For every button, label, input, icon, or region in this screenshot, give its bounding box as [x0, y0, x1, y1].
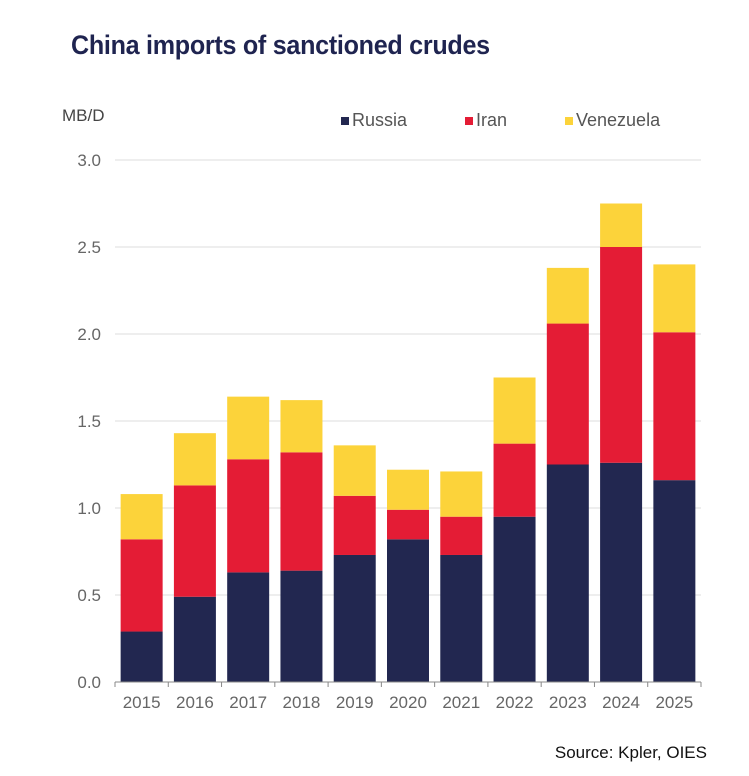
bar-russia-2017 [227, 572, 270, 682]
x-tick-label: 2025 [655, 693, 693, 712]
x-tick-label: 2024 [602, 693, 640, 712]
legend-label-russia: Russia [352, 110, 408, 130]
x-tick-label: 2016 [176, 693, 214, 712]
source-note: Source: Kpler, OIES [554, 743, 707, 762]
bar-iran-2023 [546, 323, 589, 465]
bar-iran-2016 [173, 485, 216, 597]
bar-russia-2024 [600, 462, 643, 682]
bar-iran-2022 [493, 443, 536, 517]
x-tick-label: 2015 [123, 693, 161, 712]
bar-russia-2023 [546, 464, 589, 682]
y-tick-label: 3.0 [77, 151, 101, 170]
x-tick-label: 2019 [336, 693, 374, 712]
y-tick-label: 0.5 [77, 586, 101, 605]
y-tick-label: 1.0 [77, 499, 101, 518]
bar-russia-2022 [493, 516, 536, 682]
bar-venezuela-2020 [387, 469, 429, 510]
bar-venezuela-2016 [173, 433, 216, 486]
legend-item-russia: Russia [341, 110, 407, 131]
bar-russia-2021 [440, 554, 483, 682]
legend-swatch-iran [465, 116, 473, 125]
bar-iran-2025 [653, 332, 696, 481]
bar-iran-2019 [333, 495, 376, 555]
bar-iran-2017 [227, 459, 270, 573]
bar-venezuela-2018 [280, 400, 323, 453]
legend-item-iran: Iran [465, 110, 507, 131]
bar-venezuela-2025 [653, 264, 696, 333]
legend-swatch-russia [341, 116, 349, 125]
bar-iran-2020 [387, 509, 429, 540]
x-tick-label: 2023 [549, 693, 587, 712]
bar-russia-2015 [120, 631, 163, 682]
y-tick-label: 1.5 [77, 412, 101, 431]
bar-venezuela-2023 [546, 267, 589, 324]
bar-venezuela-2019 [333, 445, 376, 496]
bar-venezuela-2022 [493, 377, 536, 444]
chart-title: China imports of sanctioned crudes [71, 30, 490, 60]
x-tick-label: 2020 [389, 693, 427, 712]
bar-venezuela-2017 [227, 396, 270, 460]
bar-venezuela-2024 [600, 203, 643, 247]
x-tick-label: 2022 [496, 693, 534, 712]
bar-russia-2020 [387, 539, 429, 682]
bar-iran-2021 [440, 516, 483, 555]
legend-swatch-venezuela [565, 116, 573, 125]
bar-iran-2015 [120, 539, 163, 632]
bar-iran-2024 [600, 247, 643, 463]
legend-label-venezuela: Venezuela [576, 110, 661, 130]
bar-russia-2025 [653, 480, 696, 682]
legend: Russia Iran Venezuela [0, 110, 749, 134]
y-tick-label: 0.0 [77, 673, 101, 692]
legend-label-iran: Iran [476, 110, 508, 130]
bar-russia-2019 [333, 554, 376, 682]
bar-russia-2016 [173, 596, 216, 682]
y-tick-label: 2.5 [77, 238, 101, 257]
y-tick-label: 2.0 [77, 325, 101, 344]
x-tick-label: 2017 [229, 693, 267, 712]
bar-russia-2018 [280, 570, 323, 682]
bar-iran-2018 [280, 452, 323, 571]
legend-item-venezuela: Venezuela [565, 110, 660, 131]
x-tick-label: 2018 [283, 693, 321, 712]
bar-venezuela-2021 [440, 471, 483, 517]
y-axis-unit-label: MB/D [62, 106, 105, 125]
x-tick-label: 2021 [442, 693, 480, 712]
bar-venezuela-2015 [120, 494, 163, 540]
